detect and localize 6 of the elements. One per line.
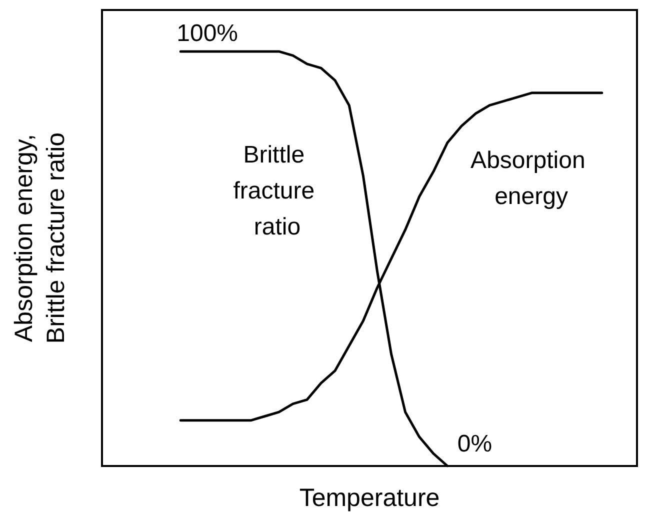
y-axis-title: Absorption energy, Brittle fracture ratio bbox=[10, 132, 70, 344]
series-label: Absorption energy bbox=[470, 147, 592, 210]
text: 100% bbox=[176, 20, 238, 47]
x-axis-title: Temperature bbox=[299, 484, 440, 512]
series-label: Brittle fracture ratio bbox=[233, 142, 322, 241]
annotation: 0% bbox=[457, 430, 492, 458]
